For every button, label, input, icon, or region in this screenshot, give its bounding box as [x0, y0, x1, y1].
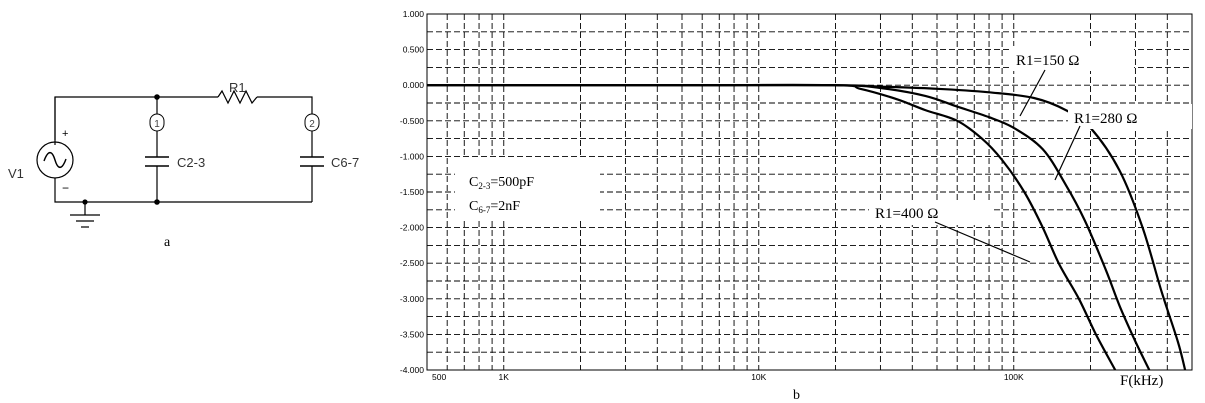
x-tick-label: 1K: [499, 372, 510, 382]
y-tick-label: 0.000: [403, 80, 425, 90]
y-tick-label: -2.000: [400, 223, 424, 233]
label-box-280: [1068, 104, 1192, 129]
node1-label: 1: [154, 119, 160, 130]
circuit-diagram: + − V1 1 C2-3 2 C6-7 R1 a: [8, 80, 359, 250]
leader-150: [1019, 69, 1046, 117]
wire-top-left: [54, 96, 218, 145]
param-box: [455, 157, 600, 219]
resistor-label: R1: [229, 80, 246, 95]
param-c67: C6-7=2nF: [469, 199, 520, 215]
ac-wave-icon: [43, 151, 67, 169]
ground-junction: [82, 199, 88, 205]
leader-280: [1054, 125, 1081, 181]
cap2-label: C6-7: [331, 155, 359, 170]
y-tick-label: -1.500: [400, 187, 424, 197]
wire-top-right: [257, 96, 313, 114]
y-tick-label: -2.500: [400, 258, 424, 268]
cap1-label: C2-3: [177, 155, 205, 170]
series-label-400: R1=400 Ω: [875, 206, 938, 222]
frequency-response-chart: 1.000 0.500 0.000 -0.500 -1.000 -1.500 -2.000 -…: [400, 9, 1193, 403]
y-tick-label: -4.000: [400, 365, 424, 375]
caption-b: b: [793, 388, 800, 403]
source-plus: +: [62, 128, 68, 140]
x-axis-label: F(kHz): [1120, 373, 1163, 389]
x-tick-label: 10K: [751, 372, 766, 382]
x-tick-label: 100K: [1004, 372, 1024, 382]
source-minus: −: [62, 181, 69, 195]
series-label-150: R1=150 Ω: [1016, 53, 1079, 69]
y-tick-label: -3.500: [400, 329, 424, 339]
y-tick-label: -0.500: [400, 116, 424, 126]
y-tick-label: 1.000: [403, 9, 425, 19]
label-box-150: [1010, 46, 1134, 71]
junction-bottom: [154, 199, 160, 205]
y-tick-label: -3.000: [400, 294, 424, 304]
series-label-280: R1=280 Ω: [1074, 111, 1137, 127]
param-c23: C2-3=500pF: [469, 175, 534, 191]
label-box-400: [869, 200, 993, 225]
resistor-r1: [217, 89, 258, 105]
series-line-2: [427, 83, 1117, 371]
source-label: V1: [8, 166, 24, 181]
plot-frame: [426, 13, 1193, 371]
node2-label: 2: [309, 119, 315, 130]
leader-400: [934, 221, 1031, 263]
caption-a: a: [164, 235, 171, 250]
wire-source-bottom: [54, 178, 312, 203]
y-tick-label: -1.000: [400, 151, 424, 161]
y-tick-label: 0.500: [403, 45, 425, 55]
x-tick-label: 500: [432, 372, 446, 382]
